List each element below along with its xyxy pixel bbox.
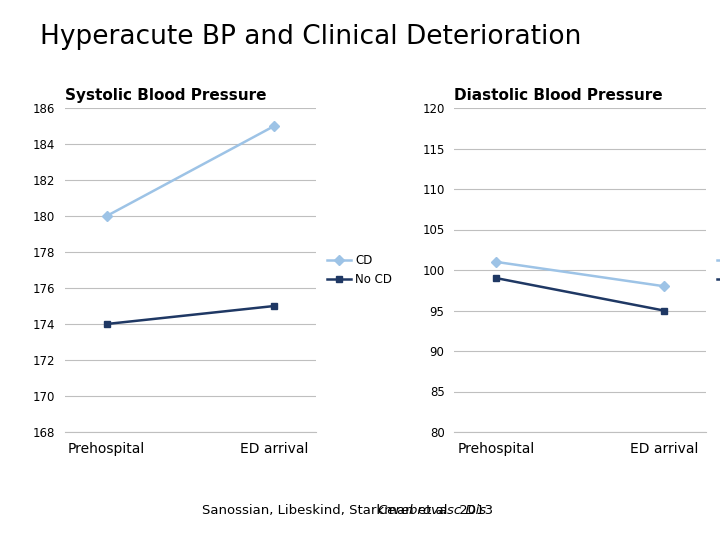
Text: Systolic Blood Pressure: Systolic Blood Pressure (65, 87, 266, 103)
Line: CD: CD (492, 259, 667, 289)
CD (102, 213, 111, 219)
Text: Diastolic Blood Pressure: Diastolic Blood Pressure (454, 87, 663, 103)
CD (270, 123, 279, 129)
CD (492, 259, 500, 265)
No CD (660, 307, 668, 314)
CD (660, 283, 668, 289)
No CD (492, 275, 500, 281)
Text: Cerebrovasc Dis: Cerebrovasc Dis (378, 504, 486, 517)
Legend: CD, No CD: CD, No CD (716, 254, 720, 286)
No CD (270, 303, 279, 309)
Line: No CD: No CD (103, 302, 278, 327)
No CD (102, 321, 111, 327)
Line: CD: CD (103, 123, 278, 219)
Text: Sanossian, Libeskind, Starkman et al.: Sanossian, Libeskind, Starkman et al. (202, 504, 456, 517)
Legend: CD, No CD: CD, No CD (327, 254, 392, 286)
Text: 2013: 2013 (455, 504, 493, 517)
Line: No CD: No CD (492, 275, 667, 314)
Text: Hyperacute BP and Clinical Deterioration: Hyperacute BP and Clinical Deterioration (40, 24, 581, 50)
